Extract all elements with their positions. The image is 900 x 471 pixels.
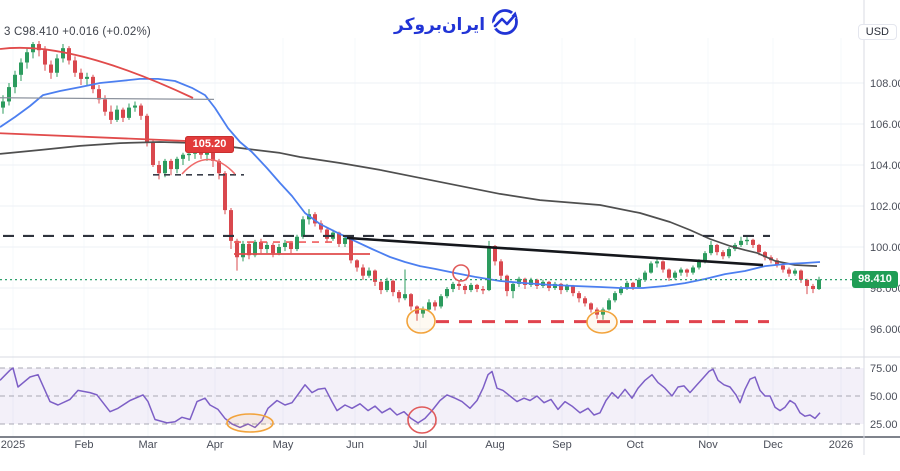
minor-gray-level [0,97,215,101]
rsi-june-low-circle [407,406,437,434]
rsi-axis-label: 50.00 [870,391,898,403]
price-axis-label: 108.000 [870,78,900,90]
price-axis-label: 106.000 [870,119,900,131]
price-axis-label: 102.000 [870,201,900,213]
iranbroker-logo-text: ایران‌بروکر [394,14,486,34]
time-axis-label: Feb [75,439,94,451]
time-axis-label: 2025 [1,439,25,451]
black-trendline [346,236,764,267]
top-rounding-arc [0,46,194,99]
price-axis-label: 96.000 [870,324,900,336]
axes-chrome [0,0,900,455]
time-axis-label: Sep [552,439,572,451]
blue-moving-average [0,78,821,289]
symbol-legend[interactable]: 3 C98.410 +0.016 (+0.02%) [4,26,151,38]
time-axis-label: Jun [346,439,364,451]
price-axis-label: 104.000 [870,160,900,172]
rsi-axis-label: 25.00 [870,419,898,431]
axis-labels: 108.000106.000104.000102.000100.00098.00… [1,78,900,451]
currency-unit-button[interactable]: USD [857,24,897,40]
resistance-price-badge: 105.20 [185,136,234,153]
september-low-circle [586,310,618,334]
time-axis-label: May [273,439,294,451]
time-axis-label: Oct [626,439,643,451]
blue-moving-average [0,78,821,289]
ma-touch-circle [452,264,470,282]
june-low-circle [406,308,436,334]
time-axis-label: Apr [206,439,223,451]
last-price-badge: 98.410 [852,271,898,288]
candles-layer [1,40,821,321]
iranbroker-logo: ایران‌بروکر [394,7,520,42]
rsi-april-low-ellipse [226,413,274,433]
rsi-axis-label: 75.00 [870,363,898,375]
time-axis-label: Jul [413,439,427,451]
price-axis-label: 100.000 [870,242,900,254]
time-axis-label: Mar [139,439,158,451]
iranbroker-logo-icon [490,7,520,42]
time-axis-label: Dec [763,439,783,451]
time-axis-label: Aug [485,439,505,451]
annotations-layer [0,46,852,434]
gray-moving-average [0,141,818,267]
rsi-panel [0,367,864,429]
badge-rounding-arc [181,158,236,175]
gray-moving-average [0,141,818,267]
rsi-line [0,367,821,429]
time-axis-label: 2026 [829,439,853,451]
grid-lines [0,38,864,437]
time-axis-label: Nov [698,439,718,451]
